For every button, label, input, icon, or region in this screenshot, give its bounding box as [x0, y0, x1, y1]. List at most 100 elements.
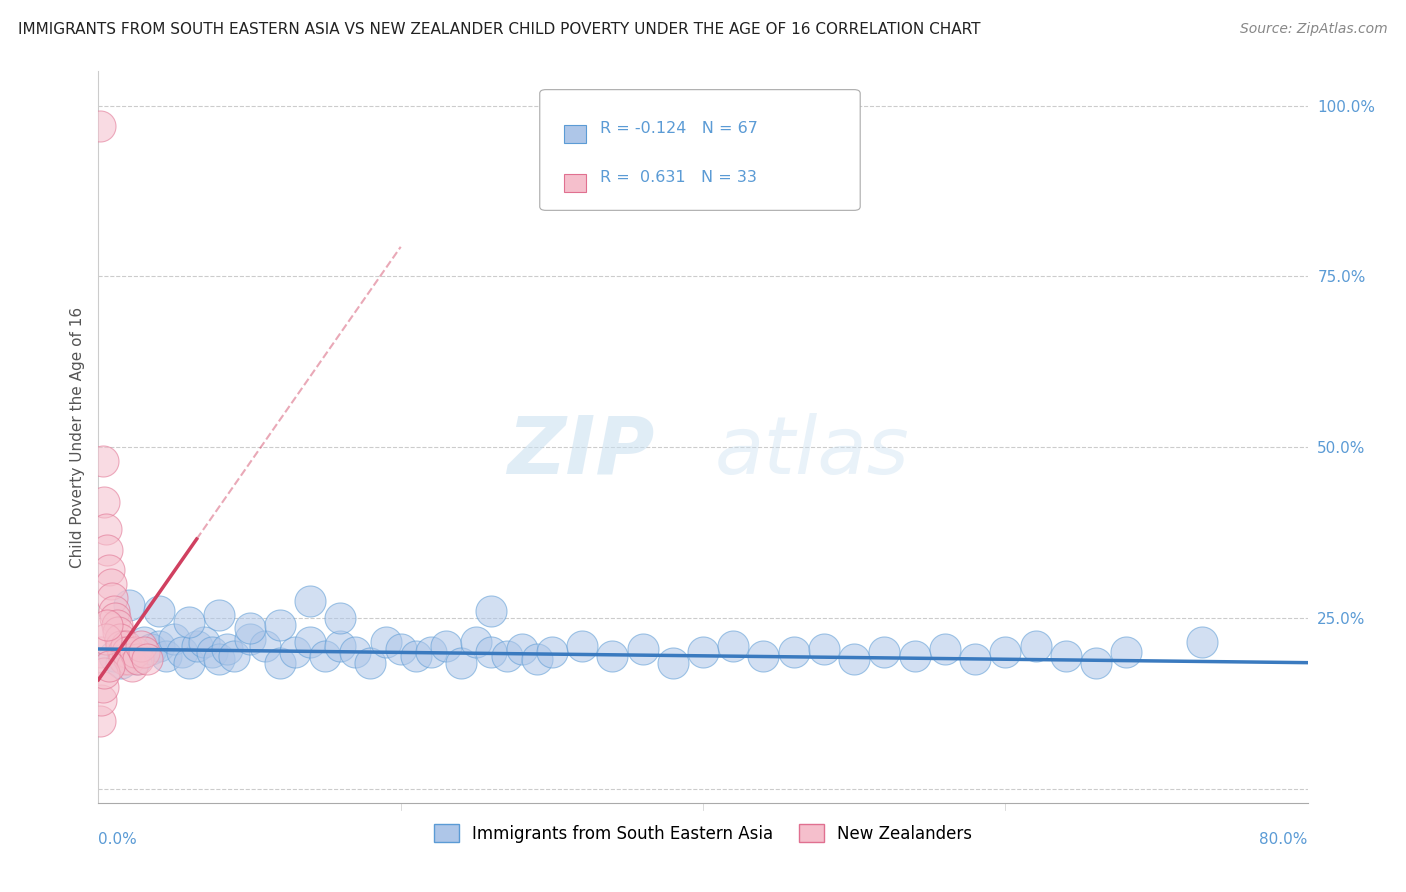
Point [111, 645, 134, 659]
Point [96, 618, 118, 632]
Point [127, 652, 149, 666]
Text: 0.0%: 0.0% [98, 832, 138, 847]
Point [904, 648, 927, 663]
Point [96, 542, 118, 557]
Point [602, 648, 624, 663]
Point [110, 656, 132, 670]
Point [110, 639, 132, 653]
Point [132, 635, 155, 649]
Point [93, 495, 115, 509]
Point [121, 659, 143, 673]
Point [360, 656, 382, 670]
Point [104, 611, 127, 625]
Point [215, 642, 238, 657]
Point [193, 635, 215, 649]
Point [91, 454, 114, 468]
Point [434, 639, 457, 653]
Point [101, 591, 124, 605]
Point [465, 635, 488, 649]
Point [873, 645, 896, 659]
Point [299, 635, 322, 649]
Point [112, 652, 135, 666]
Point [179, 615, 201, 629]
Legend: Immigrants from South Eastern Asia, New Zealanders: Immigrants from South Eastern Asia, New … [427, 818, 979, 849]
Point [723, 639, 745, 653]
Text: IMMIGRANTS FROM SOUTH EASTERN ASIA VS NEW ZEALANDER CHILD POVERTY UNDER THE AGE : IMMIGRANTS FROM SOUTH EASTERN ASIA VS NE… [18, 22, 981, 37]
Point [481, 645, 503, 659]
Point [132, 645, 155, 659]
FancyBboxPatch shape [540, 90, 860, 211]
Point [108, 632, 131, 646]
Point [170, 645, 193, 659]
Point [124, 645, 146, 659]
Point [89, 714, 111, 728]
Point [420, 645, 443, 659]
Point [98, 659, 121, 673]
Point [1024, 639, 1046, 653]
Point [179, 656, 201, 670]
Point [526, 652, 548, 666]
Text: Source: ZipAtlas.com: Source: ZipAtlas.com [1240, 22, 1388, 37]
Point [129, 639, 152, 653]
Point [224, 648, 246, 663]
FancyBboxPatch shape [564, 174, 586, 192]
Point [93, 665, 115, 680]
Point [103, 604, 125, 618]
Point [752, 648, 775, 663]
Point [239, 622, 262, 636]
Point [118, 652, 141, 666]
Text: R =  0.631   N = 33: R = 0.631 N = 33 [600, 169, 756, 185]
Point [405, 648, 427, 663]
Point [813, 642, 835, 657]
Point [844, 652, 866, 666]
Point [481, 604, 503, 618]
Point [201, 645, 224, 659]
Point [269, 618, 291, 632]
Point [107, 624, 129, 639]
Point [389, 642, 412, 657]
Point [269, 656, 291, 670]
Point [90, 645, 112, 659]
Point [105, 618, 128, 632]
Point [1191, 635, 1213, 649]
Point [510, 642, 533, 657]
Point [155, 648, 177, 663]
Text: ZIP: ZIP [508, 413, 655, 491]
Point [495, 648, 517, 663]
Point [114, 639, 136, 653]
Point [163, 632, 186, 646]
Point [90, 693, 112, 707]
Point [239, 632, 262, 646]
Point [299, 594, 322, 608]
Point [208, 607, 231, 622]
FancyBboxPatch shape [564, 125, 586, 143]
Point [540, 645, 562, 659]
Point [100, 577, 122, 591]
Point [186, 639, 208, 653]
Point [1054, 648, 1077, 663]
Point [783, 645, 806, 659]
Point [141, 642, 163, 657]
Point [118, 645, 141, 659]
Point [329, 639, 352, 653]
Point [94, 632, 117, 646]
Point [1115, 645, 1137, 659]
Point [571, 639, 593, 653]
Y-axis label: Child Poverty Under the Age of 16: Child Poverty Under the Age of 16 [69, 307, 84, 567]
Text: atlas: atlas [716, 413, 910, 491]
Point [208, 652, 231, 666]
Point [450, 656, 472, 670]
Point [314, 648, 336, 663]
Point [103, 648, 125, 663]
Point [994, 645, 1017, 659]
Point [631, 642, 654, 657]
Point [148, 604, 170, 618]
Point [98, 563, 121, 577]
Point [89, 119, 111, 133]
Point [374, 635, 396, 649]
Point [148, 639, 170, 653]
Point [1085, 656, 1108, 670]
Point [934, 642, 956, 657]
Point [253, 639, 276, 653]
Point [91, 680, 114, 694]
